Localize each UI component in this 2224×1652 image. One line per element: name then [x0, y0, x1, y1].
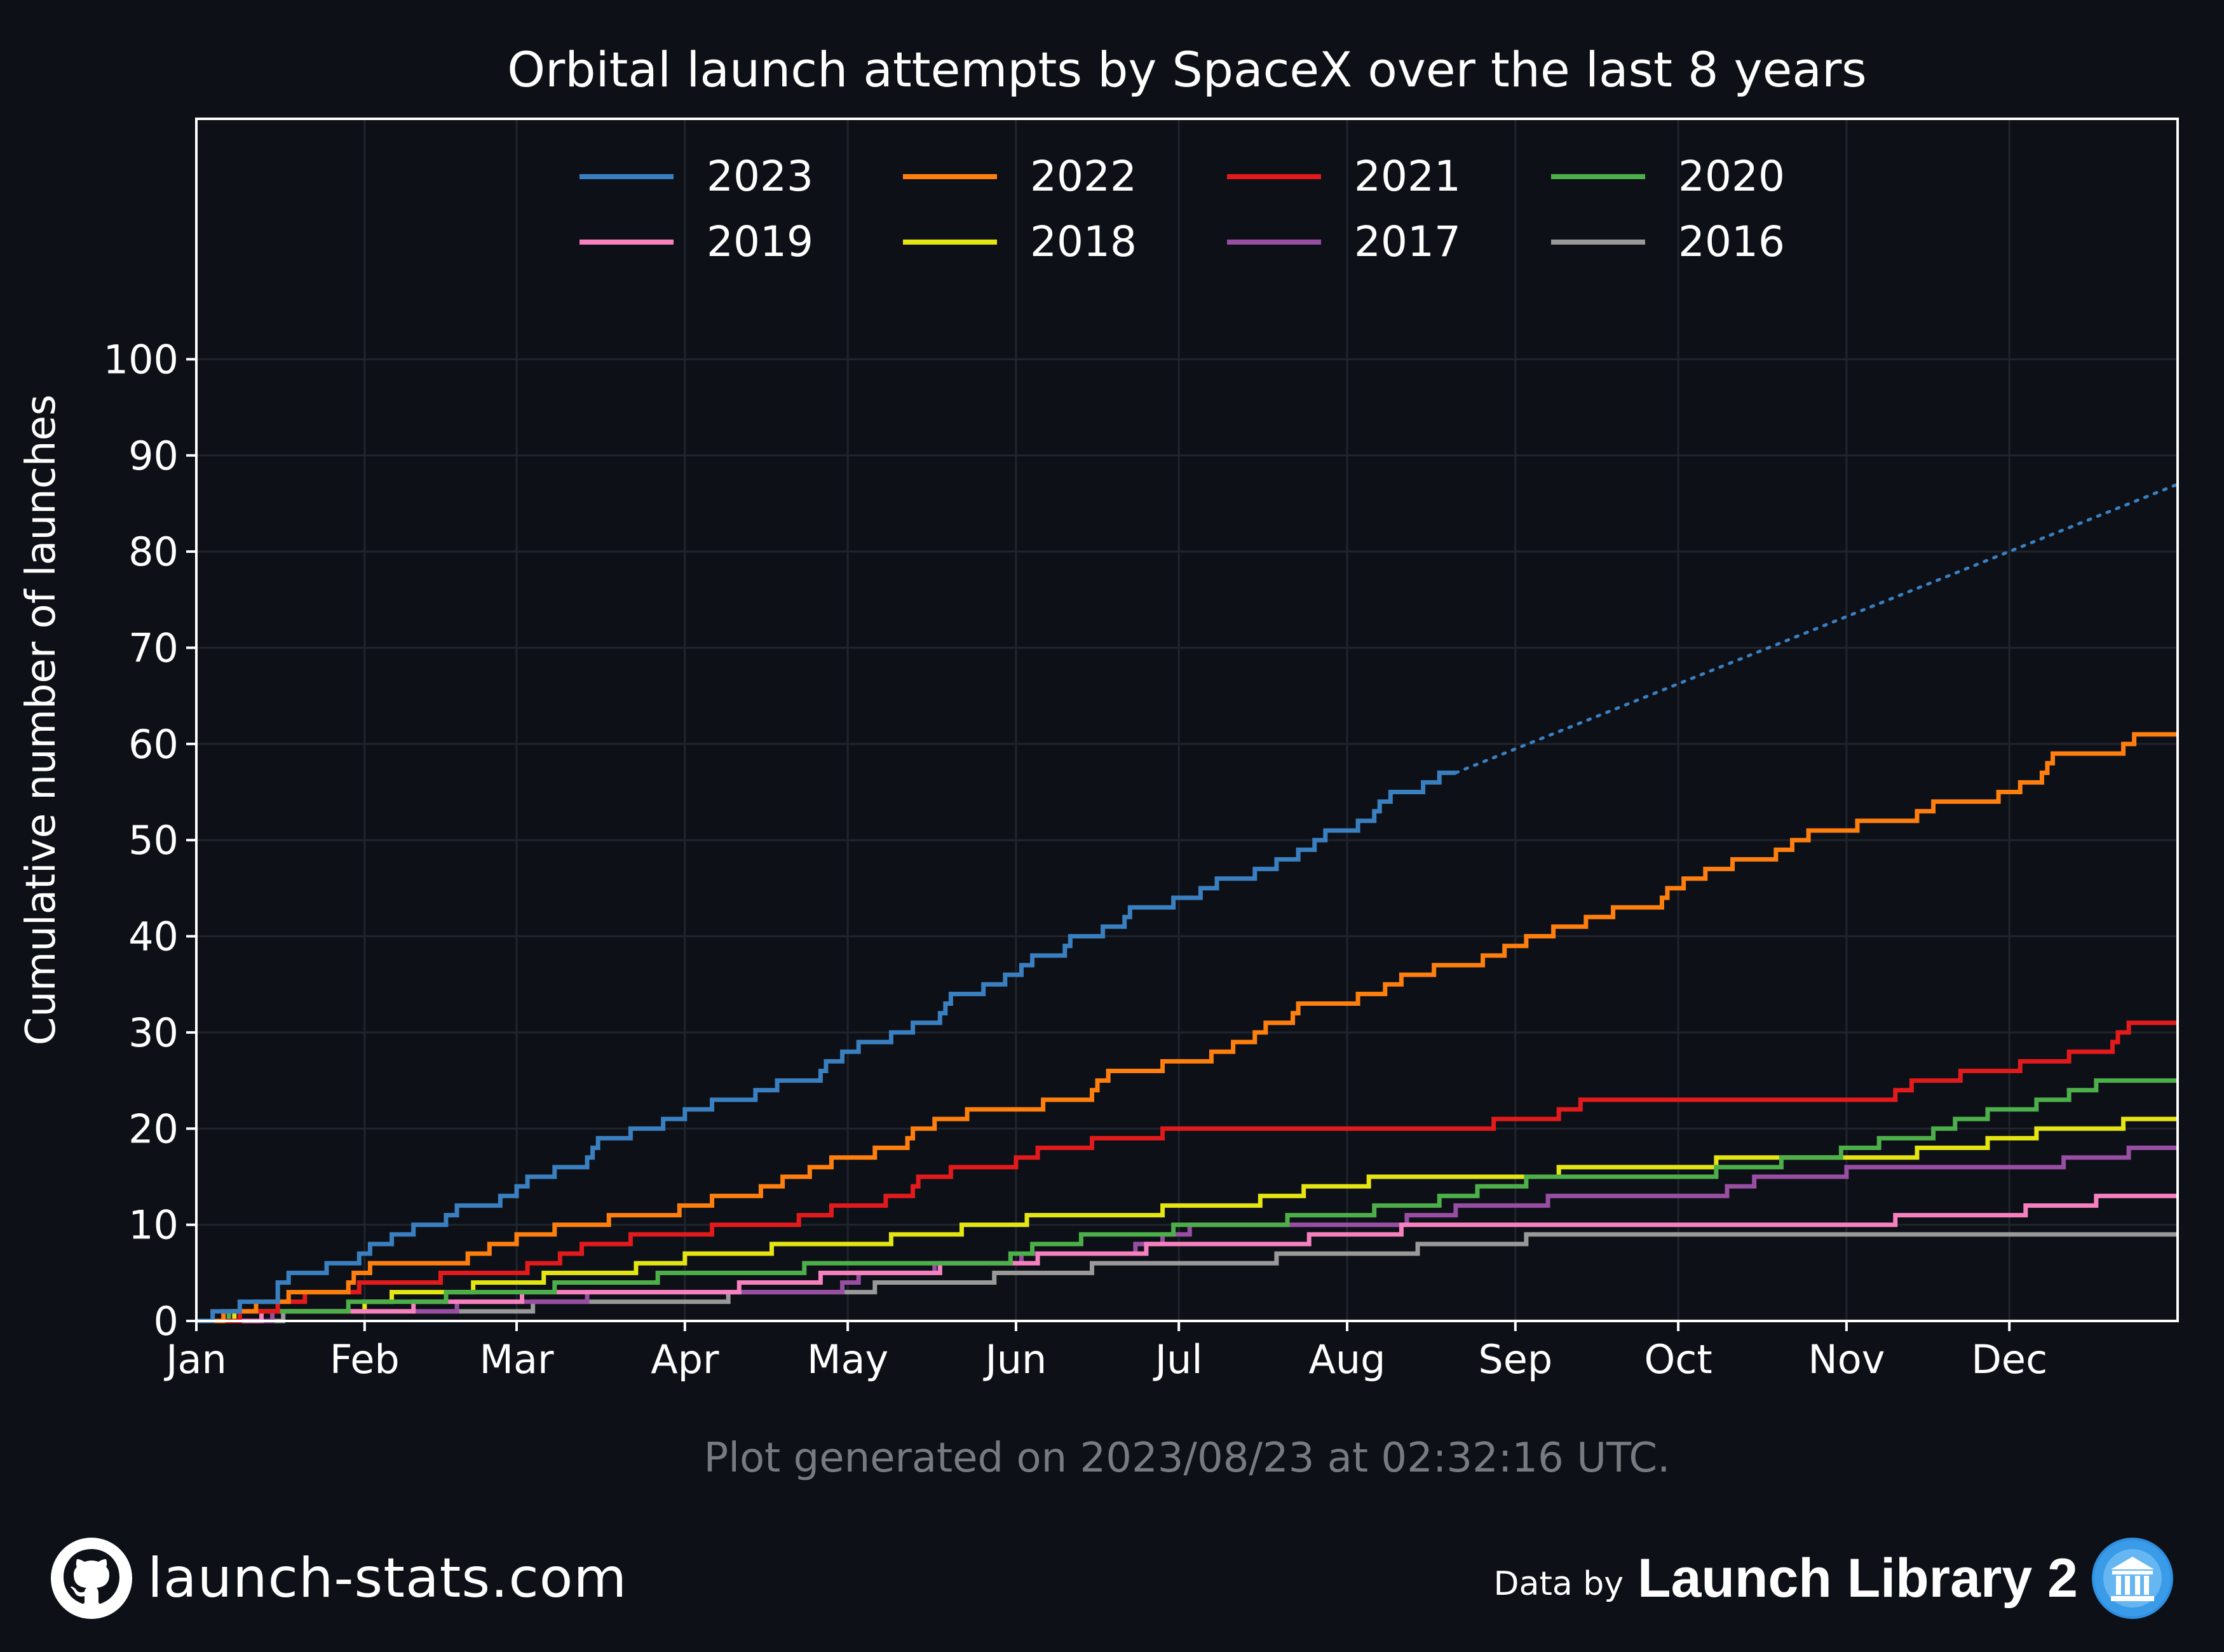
- plot-frame: [195, 118, 2179, 1322]
- x-tick-label: May: [807, 1336, 888, 1383]
- legend-label-2017: 2017: [1354, 217, 1461, 266]
- x-tick-label: Apr: [651, 1336, 719, 1383]
- data-by-label: Data by: [1493, 1565, 1624, 1603]
- legend-label-2019: 2019: [707, 217, 813, 266]
- y-tick-label: 40: [128, 914, 179, 960]
- y-tick-label: 30: [128, 1010, 179, 1056]
- launch-library-icon: [2092, 1538, 2173, 1619]
- projection-line-2023: [1454, 482, 2180, 775]
- series-line-2023: [196, 770, 1456, 1324]
- github-icon: [51, 1538, 132, 1619]
- series-line-2021: [196, 1020, 2178, 1324]
- series-line-2019: [196, 1193, 2178, 1324]
- legend-label-2023: 2023: [707, 152, 813, 201]
- site-link[interactable]: launch-stats.com: [147, 1547, 628, 1610]
- x-tick-label: Mar: [480, 1336, 554, 1383]
- y-tick-label: 20: [128, 1106, 179, 1152]
- generated-note: Plot generated on 2023/08/23 at 02:32:16…: [704, 1435, 1671, 1482]
- x-tick-label: Oct: [1644, 1336, 1712, 1383]
- y-tick-label: 80: [128, 529, 179, 575]
- x-tick-label: Jun: [982, 1336, 1047, 1383]
- series-line-2022: [196, 732, 2178, 1324]
- x-tick-label: Nov: [1808, 1336, 1885, 1383]
- x-tick-label: Aug: [1308, 1336, 1385, 1383]
- y-tick-label: 100: [104, 336, 179, 383]
- y-tick-label: 50: [128, 817, 179, 863]
- series-line-2020: [196, 1078, 2178, 1324]
- source-name: Launch Library 2: [1637, 1547, 2078, 1609]
- x-tick-label: Feb: [330, 1336, 400, 1383]
- legend: 2023 2022 2021 2020 2019 2018 2017 2016: [580, 152, 1785, 266]
- x-tick-label: Jan: [163, 1336, 227, 1383]
- x-tick-label: Sep: [1478, 1336, 1552, 1383]
- legend-label-2018: 2018: [1030, 217, 1137, 266]
- legend-label-2020: 2020: [1678, 152, 1785, 201]
- y-tick-label: 10: [128, 1202, 179, 1249]
- legend-label-2016: 2016: [1678, 217, 1785, 266]
- y-tick-label: 60: [128, 721, 179, 768]
- legend-label-2021: 2021: [1354, 152, 1461, 201]
- y-tick-label: 90: [128, 433, 179, 479]
- x-tick-label: Jul: [1153, 1336, 1203, 1383]
- legend-label-2022: 2022: [1030, 152, 1137, 201]
- footer-source: Data by Launch Library 2: [1494, 1538, 2173, 1619]
- series-line-2016: [196, 1232, 2178, 1324]
- x-tick-label: Dec: [1971, 1336, 2047, 1383]
- y-tick-label: 0: [154, 1298, 179, 1344]
- footer-site[interactable]: launch-stats.com: [51, 1538, 627, 1619]
- y-axis-label: Cumulative number of launches: [18, 395, 65, 1045]
- chart-title: Orbital launch attempts by SpaceX over t…: [507, 41, 1867, 98]
- y-tick-label: 70: [128, 625, 179, 671]
